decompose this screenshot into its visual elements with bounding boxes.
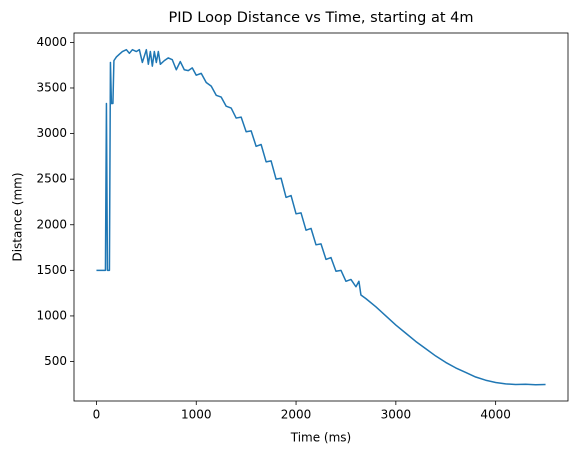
y-tick-label: 3000 xyxy=(36,126,67,140)
y-tick-label: 1000 xyxy=(36,308,67,322)
x-tick-label: 3000 xyxy=(381,408,412,422)
plot-frame xyxy=(73,32,569,402)
y-tick-label: 4000 xyxy=(36,35,67,49)
y-axis-label: Distance (mm) xyxy=(11,172,25,261)
x-tick-label: 4000 xyxy=(480,408,511,422)
x-axis-label: Time (ms) xyxy=(290,431,352,445)
y-tick-label: 1500 xyxy=(36,263,67,277)
data-line xyxy=(96,48,546,386)
chart-title: PID Loop Distance vs Time, starting at 4… xyxy=(169,10,474,26)
y-tick-label: 500 xyxy=(44,354,67,368)
x-tick-label: 2000 xyxy=(281,408,312,422)
y-tick-label: 2500 xyxy=(36,172,67,186)
x-tick-label: 1000 xyxy=(181,408,212,422)
y-tick-label: 3500 xyxy=(36,80,67,94)
y-tick-label: 2000 xyxy=(36,217,67,231)
x-tick-label: 0 xyxy=(93,408,101,422)
